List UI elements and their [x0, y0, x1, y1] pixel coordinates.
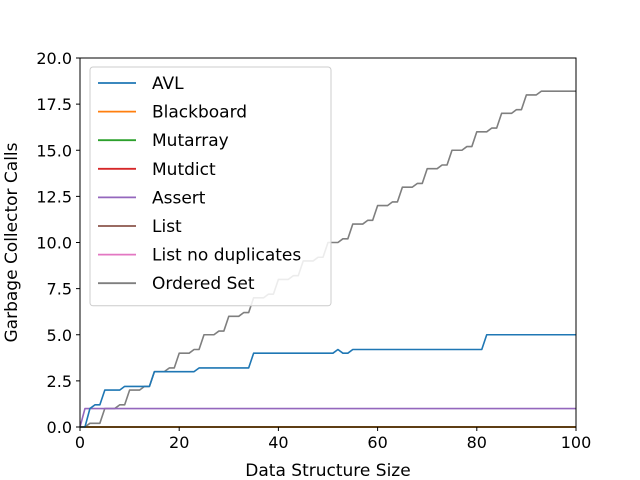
x-axis-label: Data Structure Size	[245, 461, 410, 480]
y-tick-label: 10.0	[36, 234, 72, 253]
legend-label-assert: Assert	[152, 188, 206, 208]
x-tick-label: 80	[467, 433, 487, 452]
legend-label-blackboard: Blackboard	[152, 103, 247, 123]
x-tick-label: 40	[268, 433, 288, 452]
x-tick-label: 0	[75, 433, 85, 452]
y-tick-label: 5.0	[47, 326, 72, 345]
y-axis-label: Garbage Collector Calls	[2, 142, 22, 342]
legend-label-list-no-duplicates: List no duplicates	[152, 246, 301, 266]
y-tick-label: 7.5	[47, 280, 72, 299]
legend-label-ordered-set: Ordered Set	[152, 274, 255, 294]
legend-label-mutdict: Mutdict	[152, 160, 216, 180]
legend-label-list: List	[152, 217, 182, 237]
series-line-assert	[79, 407, 576, 428]
y-tick-label: 15.0	[36, 141, 72, 160]
series-line-avl	[80, 333, 576, 428]
x-tick-label: 20	[169, 433, 189, 452]
y-tick-label: 2.5	[47, 372, 72, 391]
legend-label-mutarray: Mutarray	[152, 131, 229, 151]
y-tick-label: 20.0	[36, 49, 72, 68]
y-tick-label: 17.5	[36, 95, 72, 114]
legend-label-avl: AVL	[152, 74, 184, 94]
y-tick-label: 0.0	[47, 418, 72, 437]
tick-layer: 0 20 40 60 80 100 0.0 2.5 5.0 7.5 10.0 12.5 15.0 17.5…	[36, 49, 591, 452]
legend-box	[89, 66, 332, 307]
x-tick-label: 100	[561, 433, 592, 452]
y-tick-label: 12.5	[36, 187, 72, 206]
x-tick-label: 60	[367, 433, 387, 452]
legend: AVL Blackboard Mutarray Mutdict Assert List Li…	[89, 66, 332, 307]
